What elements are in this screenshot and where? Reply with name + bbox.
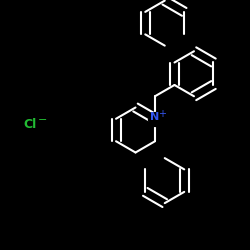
- Text: Cl: Cl: [24, 118, 36, 132]
- Text: N: N: [150, 112, 160, 122]
- Text: −: −: [38, 115, 47, 125]
- Text: +: +: [158, 109, 166, 119]
